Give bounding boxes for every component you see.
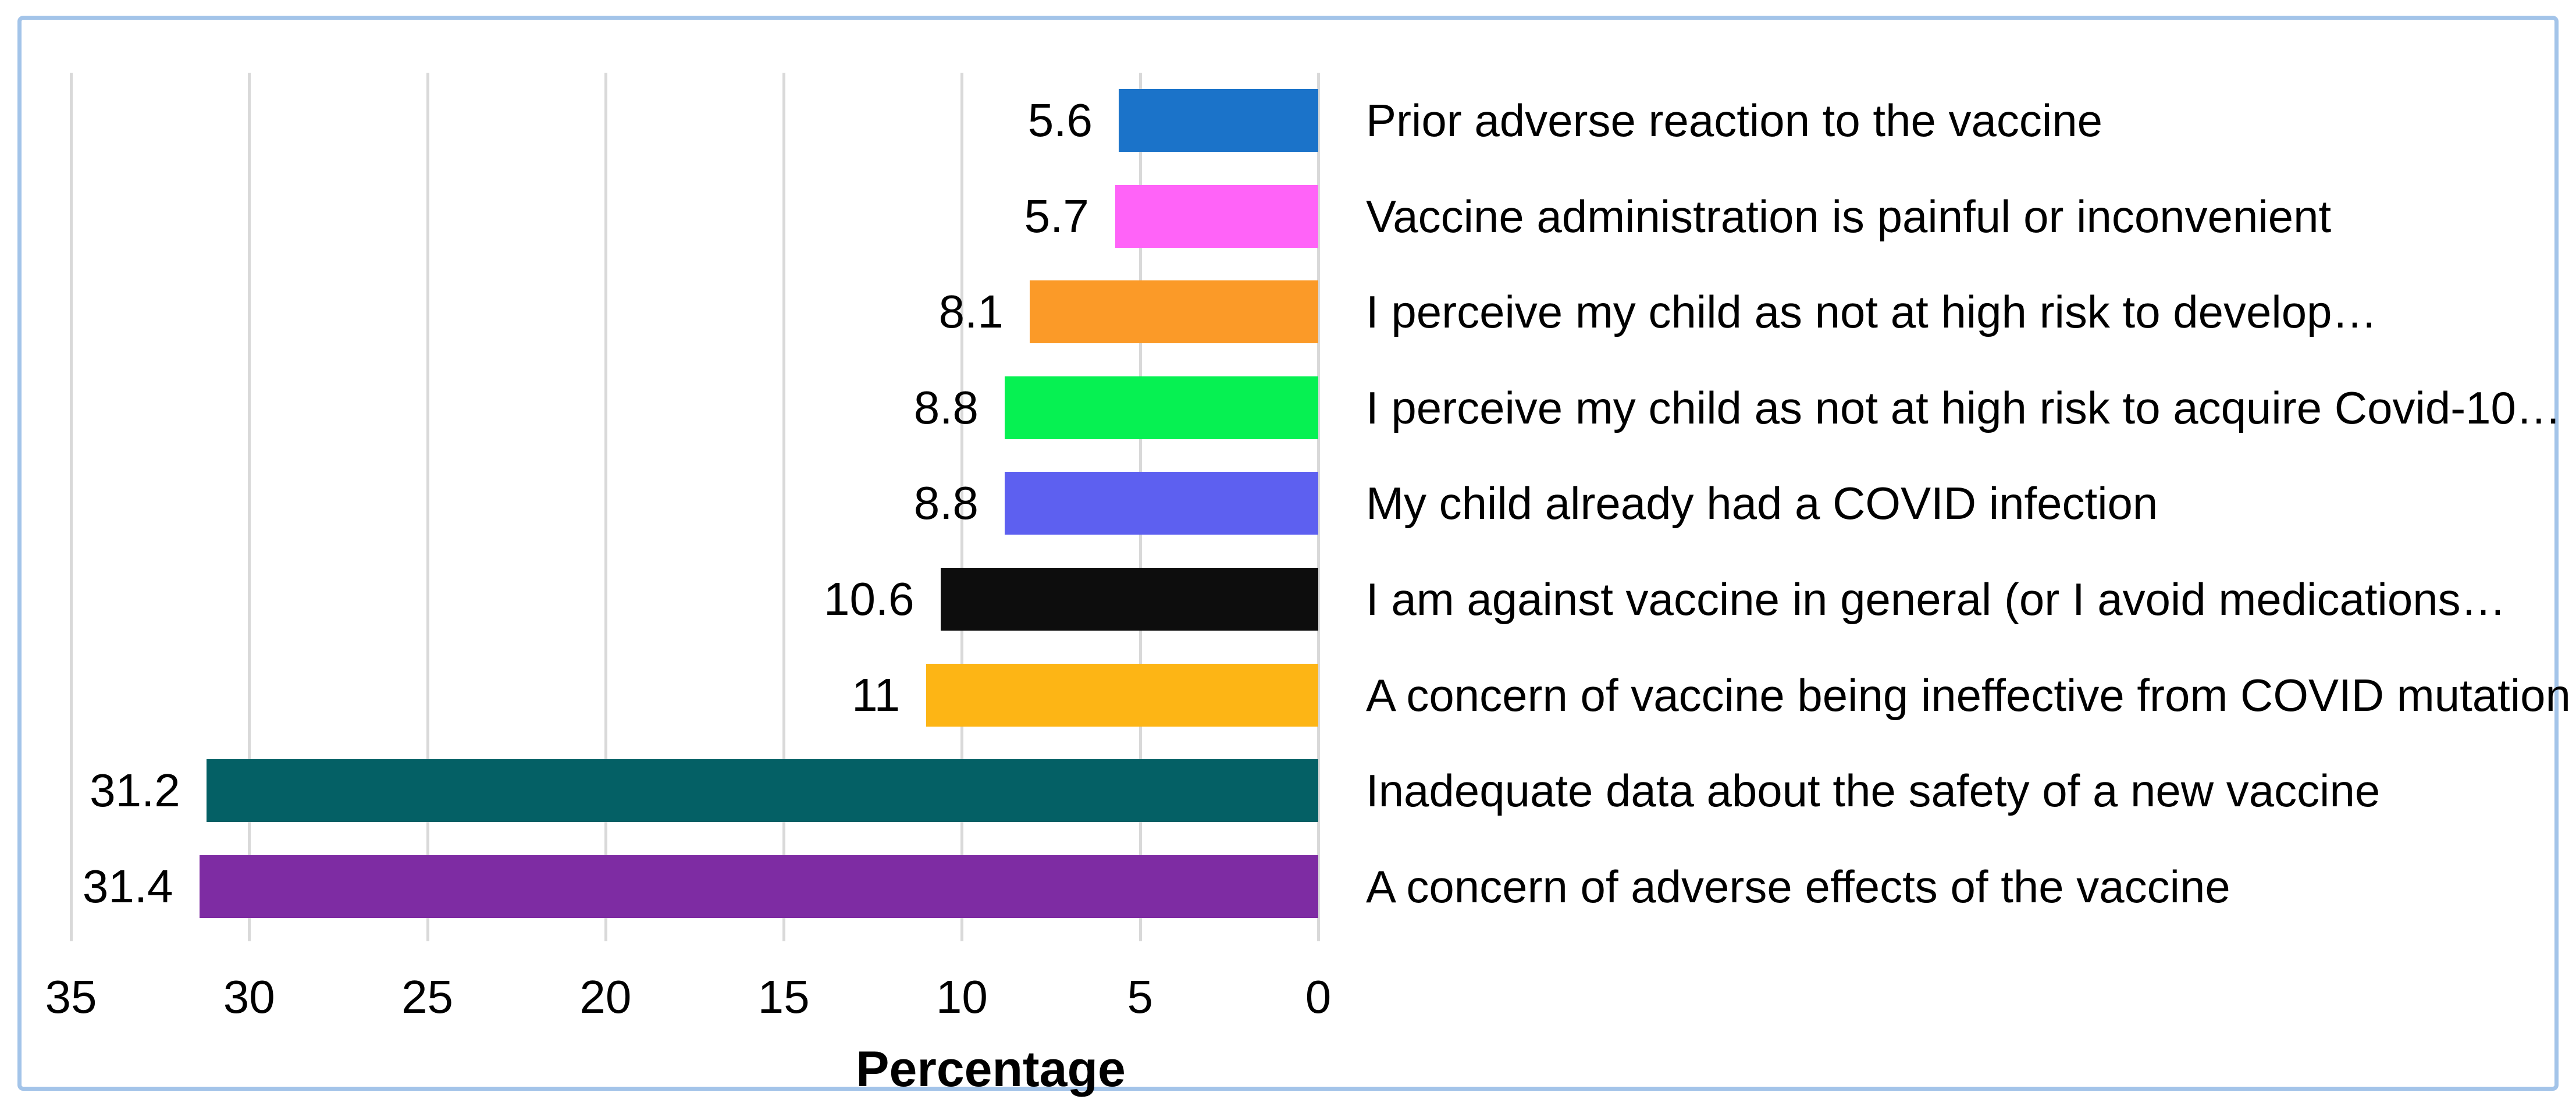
bar-value-label-4: 8.8 (913, 477, 979, 529)
category-label-3: I perceive my child as not at high risk … (1366, 382, 2561, 433)
category-label-2: I perceive my child as not at high risk … (1366, 286, 2378, 337)
category-label-4: My child already had a COVID infection (1366, 478, 2158, 529)
category-label-8: A concern of adverse effects of the vacc… (1366, 861, 2230, 912)
chart-frame: 5.6 Prior adverse reaction to the vaccine… (17, 16, 2571, 1097)
gridline-20 (604, 73, 607, 941)
category-label-1: Vaccine administration is painful or inc… (1366, 191, 2332, 242)
gridline-35 (70, 73, 73, 941)
bar-value-label-1: 5.7 (1024, 190, 1089, 242)
category-label-0: Prior adverse reaction to the vaccine (1366, 95, 2102, 146)
gridline-25 (426, 73, 429, 941)
bar-value-label-7: 31.2 (90, 764, 180, 816)
bar-value-label-5: 10.6 (823, 573, 915, 625)
bar-4 (1004, 472, 1318, 535)
category-label-7: Inadequate data about the safety of a ne… (1366, 765, 2381, 816)
bar-0 (1118, 89, 1318, 152)
bar-value-label-8: 31.4 (82, 860, 173, 912)
x-tick-label-35: 35 (45, 971, 97, 1023)
x-axis-title: Percentage (856, 1041, 1126, 1097)
x-tick-label-0: 0 (1305, 971, 1332, 1023)
bar-1 (1115, 185, 1318, 248)
bar-2 (1029, 280, 1318, 343)
bar-value-label-0: 5.6 (1027, 94, 1093, 146)
x-tick-label-25: 25 (401, 971, 454, 1023)
bar-value-label-6: 11 (852, 669, 901, 721)
x-tick-label-30: 30 (223, 971, 275, 1023)
bar-3 (1004, 376, 1318, 439)
bar-6 (926, 664, 1318, 727)
x-tick-label-20: 20 (579, 971, 632, 1023)
category-label-6: A concern of vaccine being ineffective f… (1366, 670, 2571, 721)
bar-value-label-3: 8.8 (913, 382, 979, 433)
gridline-10 (960, 73, 964, 941)
bar-7 (206, 759, 1318, 822)
gridline-30 (248, 73, 251, 941)
bar-5 (940, 568, 1318, 631)
category-label-5: I am against vaccine in general (or I av… (1366, 574, 2506, 625)
x-tick-label-10: 10 (935, 971, 988, 1023)
bar-8 (199, 855, 1318, 918)
gridline-15 (782, 73, 786, 941)
bar-value-label-2: 8.1 (938, 286, 1004, 337)
x-tick-label-5: 5 (1127, 971, 1153, 1023)
x-tick-label-15: 15 (757, 971, 810, 1023)
gridline-0 (1317, 73, 1320, 941)
